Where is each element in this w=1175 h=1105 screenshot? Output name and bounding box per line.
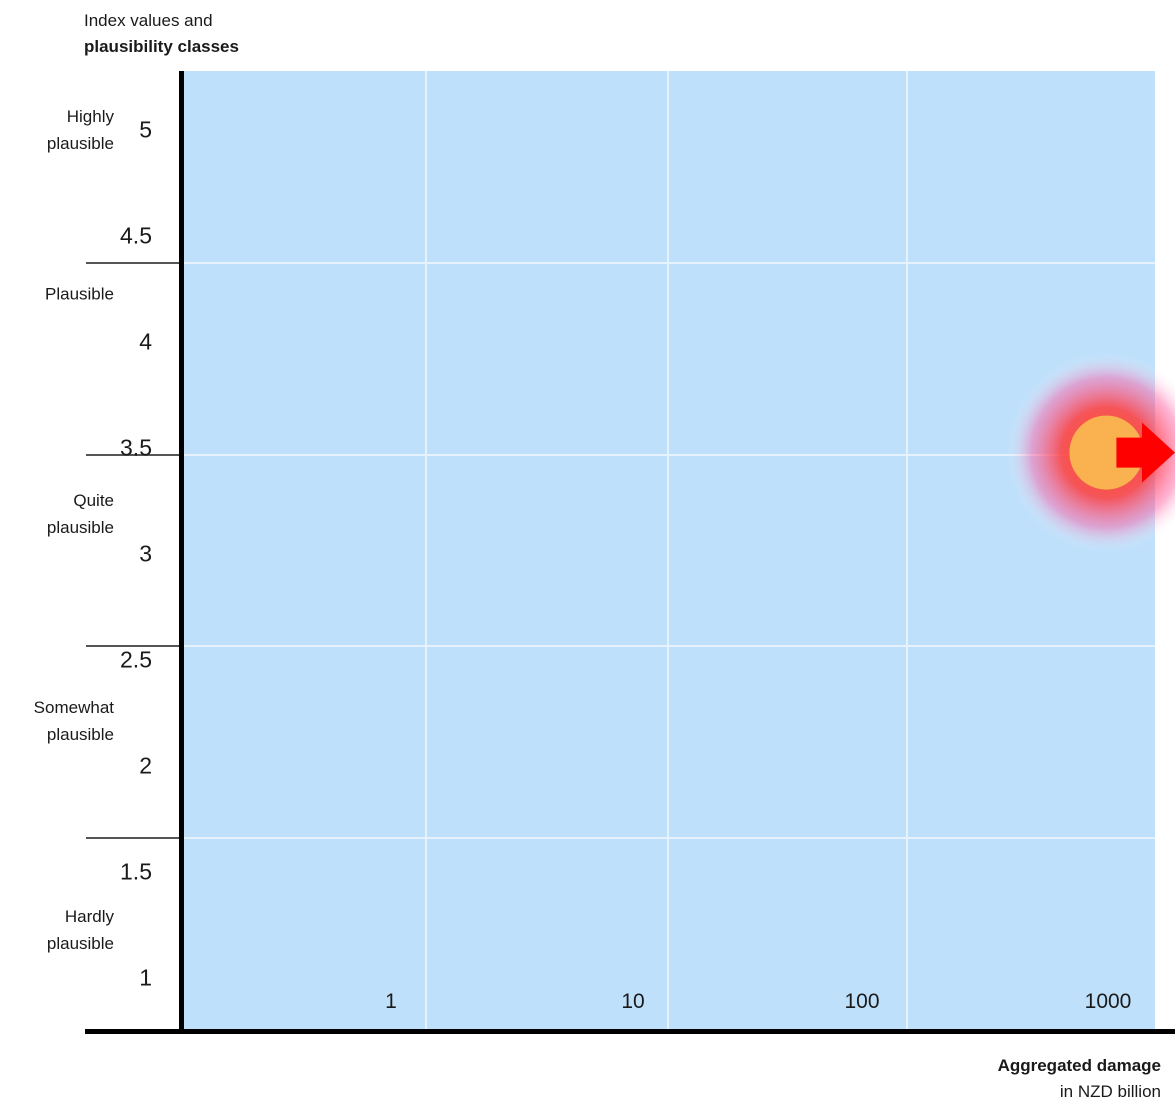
y-gridline: [184, 645, 1155, 648]
x-gridline: [906, 71, 908, 1030]
y-axis-title: Index values and plausibility classes: [84, 8, 239, 60]
plausibility-class-label: Quite plausible: [46, 491, 114, 537]
x-axis-title-line1: Aggregated damage: [997, 1056, 1161, 1075]
y-tick-label: 4.5: [120, 222, 152, 249]
plot-area: [184, 71, 1155, 1030]
plausibility-class-label: Hardly plausible: [46, 907, 114, 953]
y-axis-title-line2: plausibility classes: [84, 37, 239, 56]
x-tick-label: 100: [844, 990, 880, 1013]
x-tick-label: 10: [621, 990, 645, 1013]
y-gridline: [184, 261, 1155, 264]
y-axis-title-line1: Index values and: [84, 11, 213, 30]
class-boundary-line: [86, 261, 182, 264]
y-tick-label: 2: [139, 752, 152, 779]
plausibility-class-label: Highly plausible: [46, 107, 114, 153]
y-tick-label: 3: [139, 540, 152, 567]
class-boundary-line: [86, 453, 182, 456]
plausibility-class-label: Somewhat plausible: [33, 698, 114, 744]
x-gridline: [425, 71, 427, 1030]
y-tick-label: 4: [139, 328, 152, 355]
y-tick-label: 1: [139, 964, 152, 991]
class-boundary-line: [86, 837, 182, 840]
data-point: [1069, 415, 1144, 490]
y-tick-label: 5: [139, 116, 152, 143]
class-boundary-line: [86, 645, 182, 648]
y-tick-label: 1.5: [120, 858, 152, 885]
y-gridline: [184, 453, 1155, 456]
right-arrow-icon: [1116, 422, 1175, 483]
y-tick-label: 3.5: [120, 434, 152, 461]
x-tick-label: 1: [385, 990, 397, 1013]
x-axis-line: [85, 1029, 1175, 1034]
y-axis-line: [179, 71, 184, 1033]
x-gridline: [667, 71, 669, 1030]
x-tick-label: 1000: [1084, 990, 1132, 1013]
x-axis-title: Aggregated damage in NZD billion: [998, 1053, 1161, 1105]
y-gridline: [184, 837, 1155, 840]
x-axis-title-line2: in NZD billion: [1059, 1082, 1161, 1101]
plausibility-class-label: Plausible: [45, 284, 114, 304]
y-tick-label: 2.5: [120, 646, 152, 673]
